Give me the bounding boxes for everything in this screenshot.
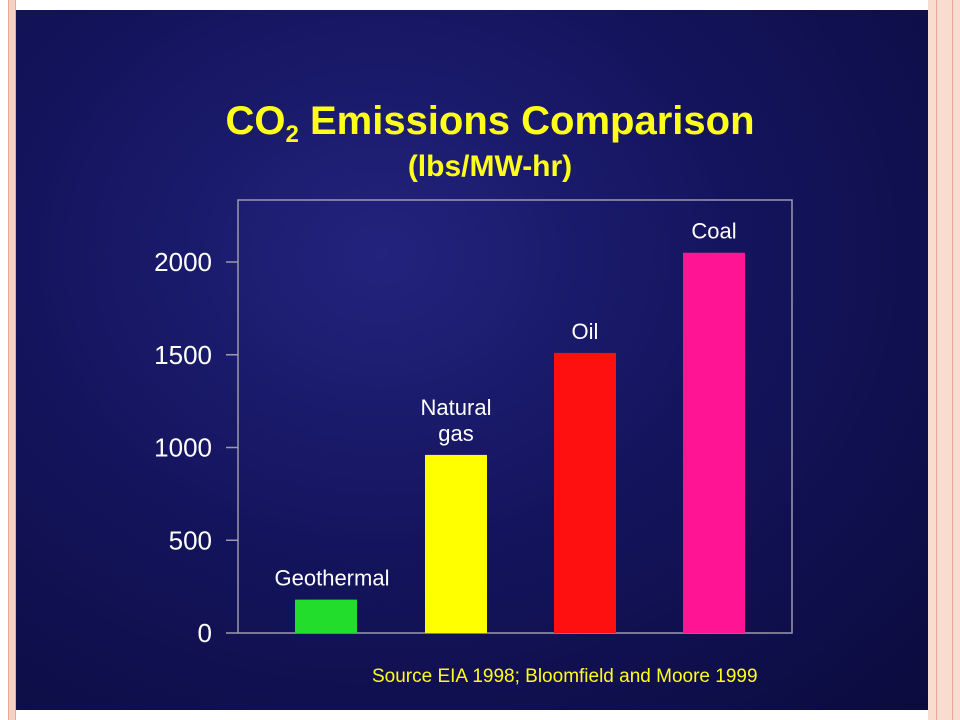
source-note: Source EIA 1998; Bloomfield and Moore 19… bbox=[372, 666, 758, 687]
plot-frame bbox=[237, 199, 793, 634]
bar-label: gas bbox=[438, 421, 473, 446]
chart-bars bbox=[295, 252, 745, 633]
bar-label: Oil bbox=[572, 319, 599, 344]
bar-coal bbox=[683, 252, 745, 633]
y-tick-label: 500 bbox=[169, 525, 212, 555]
y-tick-label: 1500 bbox=[154, 340, 212, 370]
chart-title: CO2 Emissions Comparison bbox=[0, 99, 960, 147]
slide-left-border bbox=[8, 0, 16, 720]
chart-title-main: CO bbox=[225, 99, 286, 143]
bar-oil bbox=[554, 352, 616, 633]
bar-natural-gas bbox=[425, 454, 487, 633]
y-tick-label: 0 bbox=[198, 618, 212, 648]
bar-label: Coal bbox=[691, 219, 736, 244]
y-tick-label: 2000 bbox=[154, 247, 212, 277]
chart-title-subscript: 2 bbox=[285, 121, 299, 148]
y-tick-label: 1000 bbox=[154, 433, 212, 463]
bar-label: Natural bbox=[421, 395, 492, 420]
bar-label: Geothermal bbox=[275, 566, 390, 591]
chart-subtitle: (lbs/MW-hr) bbox=[407, 150, 573, 183]
chart-y-ticks: 0 500 1000 1500 2000 bbox=[154, 247, 238, 648]
slide-right-border bbox=[928, 0, 960, 720]
chart-title-rest: Emissions Comparison bbox=[298, 99, 755, 143]
bar-geothermal bbox=[295, 599, 357, 633]
chart-axes bbox=[237, 199, 793, 634]
